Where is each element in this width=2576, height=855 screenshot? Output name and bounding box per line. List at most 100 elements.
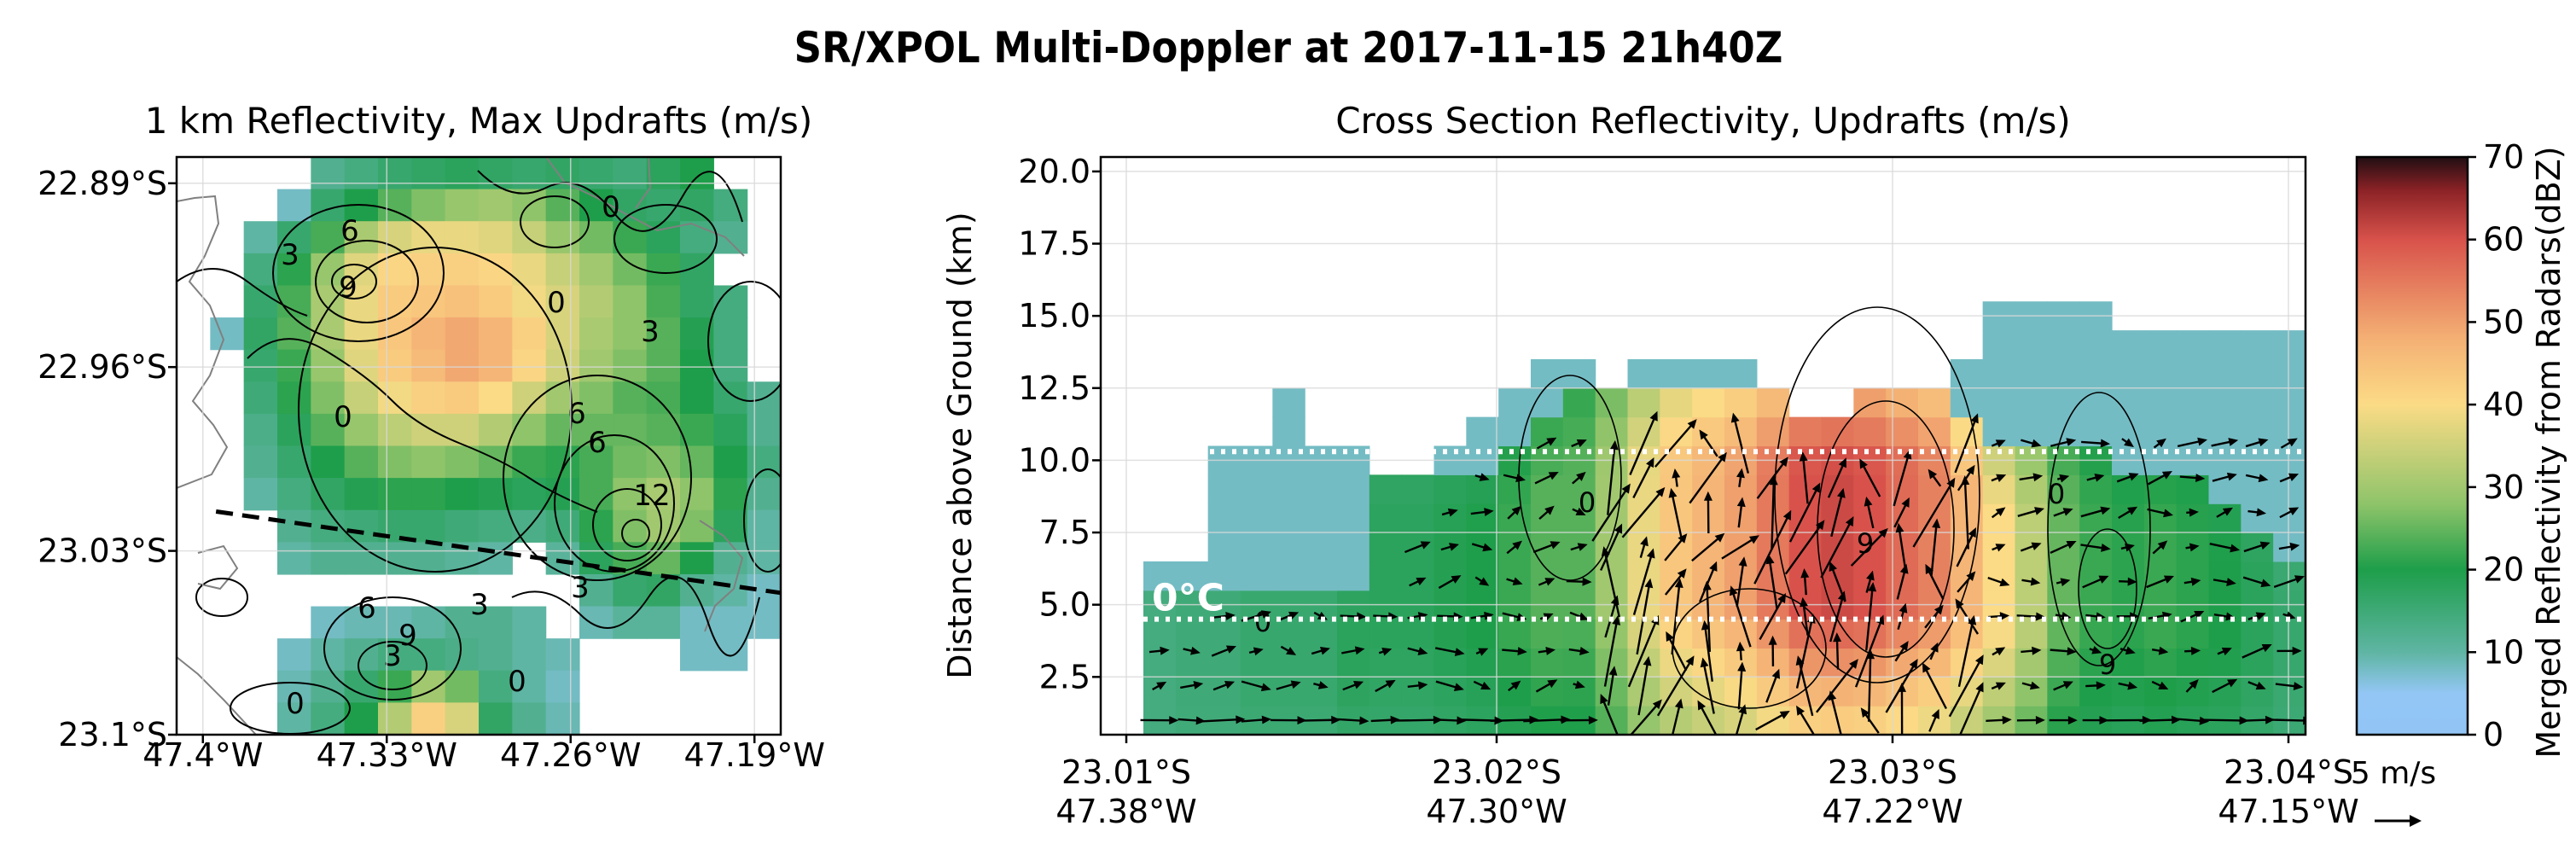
section-y-tick-label: 5.0 [1039, 586, 1090, 624]
wind-vector [2265, 718, 2306, 722]
wind-vector-head [1687, 419, 1697, 429]
wind-vector-head [1588, 715, 1598, 724]
wind-vector [1948, 660, 1981, 718]
map-cell [277, 638, 311, 672]
wind-vector [1180, 683, 1197, 689]
map-cell [646, 413, 681, 447]
section-y-tick-label: 2.5 [1039, 658, 1090, 695]
map-y-tick-label: 22.89°S [38, 165, 167, 202]
wind-vector [2275, 683, 2297, 688]
wind-vector [2179, 475, 2199, 480]
wind-vector-head [1482, 543, 1493, 552]
wind-vector-head [1771, 668, 1781, 679]
updraft-contour [613, 204, 718, 274]
wind-vector [1671, 494, 1683, 538]
wind-vector-head [1995, 647, 2006, 656]
section-cell [1466, 416, 1499, 447]
wind-vector-head [2031, 542, 2042, 550]
contour-label: 12 [633, 479, 670, 513]
map-cell [680, 285, 714, 318]
wind-vector [1664, 573, 1683, 596]
section-cell [2208, 330, 2242, 360]
wind-vector-head [2288, 507, 2300, 516]
wind-vector-head [1545, 647, 1555, 655]
wind-vector-head [1582, 577, 1592, 586]
section-cell [1207, 474, 1241, 504]
map-cell [512, 638, 547, 672]
map-cell [344, 413, 379, 447]
section-cell [1950, 677, 1984, 707]
wind-vector-head [1546, 437, 1557, 446]
wind-vector-head [1909, 658, 1918, 669]
wind-vector-head [2161, 471, 2172, 480]
wind-vector-head [1550, 541, 1561, 550]
wind-vector-head [1930, 642, 1939, 653]
wind-vector [1340, 614, 1360, 618]
map-cell [579, 349, 613, 382]
section-cell [2079, 474, 2113, 504]
wind-vector [1959, 688, 1982, 735]
map-cell [479, 381, 513, 415]
section-cell [2143, 677, 2178, 707]
wind-vector [1820, 521, 1852, 579]
wind-vector-head [2293, 682, 2304, 691]
map-cell [311, 189, 346, 222]
wind-vector-head [1668, 487, 1678, 498]
section-cell [1886, 561, 1919, 591]
map-cell [445, 253, 480, 287]
wind-vector-head [2091, 646, 2102, 654]
section-cell [1207, 677, 1241, 707]
map-cell [411, 702, 446, 735]
wind-vector [1702, 664, 1715, 714]
map-cell [479, 413, 513, 447]
wind-vector-head [2190, 577, 2201, 586]
wind-vector-head [1796, 705, 1806, 716]
section-cell [2112, 561, 2145, 591]
map-cell [243, 349, 278, 382]
section-cell [2015, 619, 2048, 649]
wind-vector [1802, 603, 1809, 636]
section-cell [1886, 503, 1919, 533]
wind-vector [1864, 712, 1880, 734]
wind-vector-head [2124, 438, 2134, 448]
wind-vector-head [1511, 505, 1521, 516]
wind-vector-head [1714, 532, 1725, 543]
wind-vector [1602, 699, 1619, 735]
wind-vector [1300, 718, 1335, 722]
section-cell [1918, 677, 1951, 707]
section-contour-label: 0 [2048, 478, 2065, 510]
contour-label: 0 [334, 400, 352, 434]
map-cell [411, 413, 446, 447]
section-cell [1337, 561, 1370, 591]
map-cell [277, 285, 311, 318]
wind-vector [1756, 462, 1786, 499]
contour-label: 3 [571, 571, 590, 605]
section-cell [1531, 561, 1564, 591]
map-cell [713, 638, 748, 672]
map-cell [512, 317, 547, 351]
wind-vector-head [1614, 523, 1623, 534]
section-cell [1272, 416, 1305, 447]
section-cell [1369, 561, 1403, 591]
wind-vector-head [1970, 413, 1979, 424]
wind-vector-head [1799, 451, 1808, 462]
map-cell [579, 253, 613, 287]
wind-vector [1771, 482, 1776, 550]
section-cell [1498, 416, 1532, 447]
wind-vector-head [1829, 561, 1837, 572]
colorbar-label: Merged Reflectivity from Radars(dBZ) [2530, 146, 2567, 758]
section-cell [2112, 358, 2145, 389]
wind-vector-head [1995, 682, 2006, 690]
wind-vector [2080, 509, 2104, 518]
section-cell [1305, 474, 1338, 504]
wind-vector-head [1737, 661, 1747, 672]
wind-vector [2019, 475, 2037, 481]
colorbar-tick-label: 50 [2483, 303, 2524, 340]
section-y-tick-label: 15.0 [1018, 297, 1090, 334]
wind-vector-head [1484, 611, 1494, 620]
wind-vector-head [1644, 578, 1654, 589]
section-cell [1401, 648, 1435, 678]
section-cell [2047, 330, 2080, 360]
map-frame [175, 155, 782, 736]
wind-vector-head [1828, 690, 1837, 701]
